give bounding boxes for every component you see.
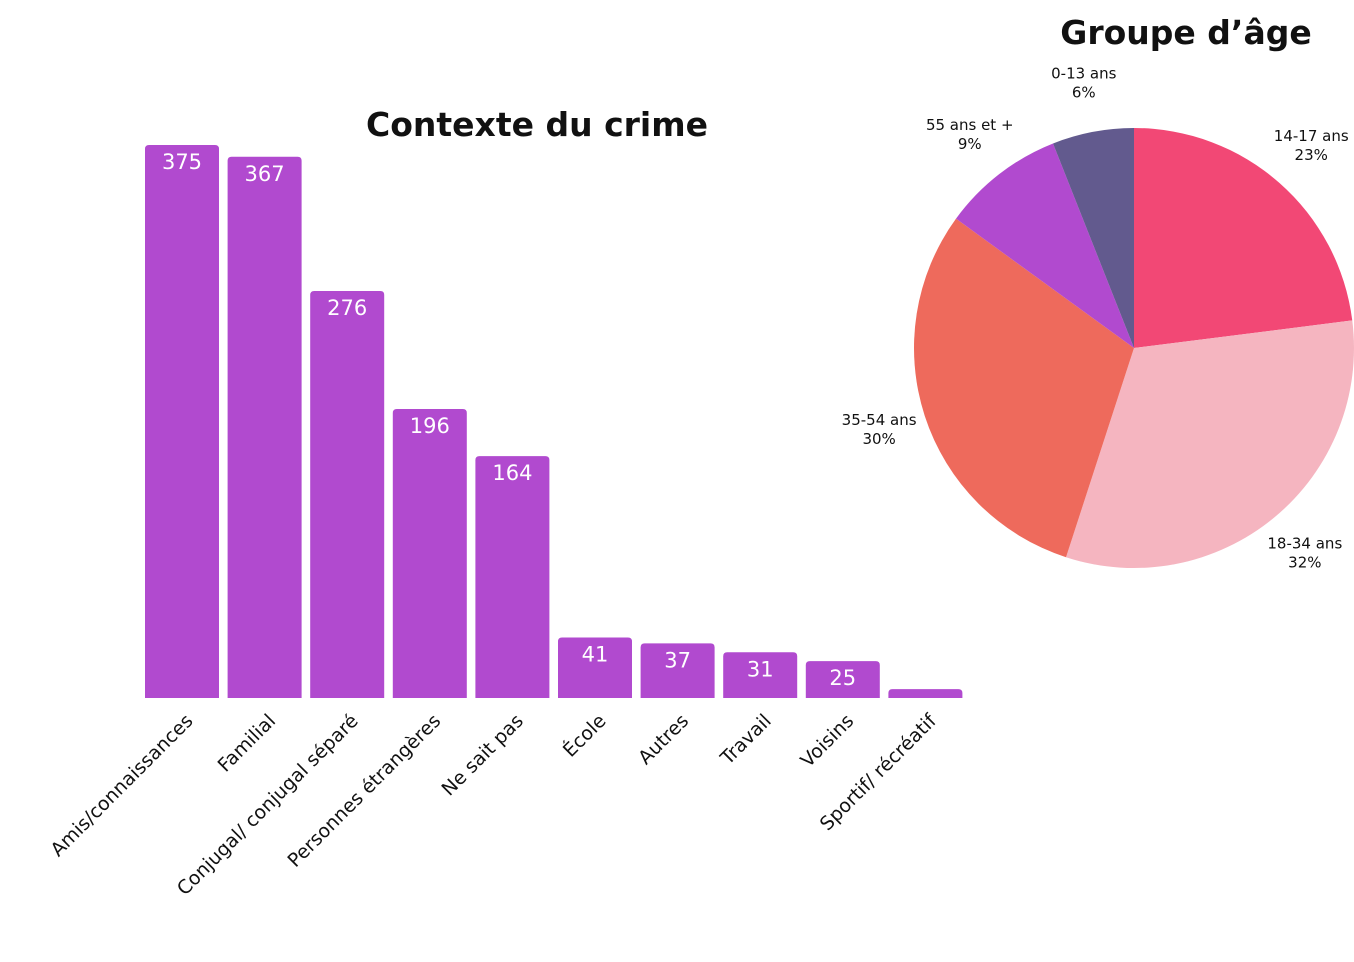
slice-value: 23% <box>1295 146 1328 164</box>
x-tick-label: Personnes étrangères <box>283 710 445 872</box>
x-tick-label: École <box>558 709 610 761</box>
slice-value: 9% <box>958 135 982 153</box>
bar <box>640 643 715 698</box>
value-label: 31 <box>747 657 774 681</box>
bar <box>805 661 880 698</box>
value-label: 41 <box>582 643 609 667</box>
value-label: 164 <box>492 461 532 485</box>
bar <box>475 456 550 698</box>
slice-value: 32% <box>1288 553 1321 571</box>
pie-slice <box>956 143 1134 348</box>
x-tick-label: Amis/connaissances <box>46 710 197 861</box>
bar-title: Contexte du crime <box>366 105 708 144</box>
x-tick-label: Familial <box>214 710 281 777</box>
slice-label: 18-34 ans <box>1267 534 1342 552</box>
value-label: 276 <box>327 296 367 320</box>
pie-slice <box>914 218 1134 558</box>
slice-label: 14-17 ans <box>1274 127 1349 145</box>
pie-title: Groupe d’âge <box>1060 13 1311 52</box>
pie-slice <box>1066 320 1354 568</box>
slice-label: 0-13 ans <box>1051 65 1117 83</box>
bar <box>888 689 963 698</box>
pie-slice <box>1053 128 1134 348</box>
slice-label: 55 ans et + <box>926 116 1014 134</box>
bar <box>558 637 632 698</box>
bar <box>310 290 385 698</box>
bar <box>145 145 219 698</box>
value-label: 37 <box>664 648 691 672</box>
slice-value: 30% <box>862 430 895 448</box>
bar <box>723 652 798 698</box>
slice-value: 6% <box>1072 84 1096 102</box>
value-label: 196 <box>410 414 450 438</box>
x-tick-label: Travail <box>716 710 776 770</box>
bar <box>227 156 302 698</box>
x-tick-label: Ne sait pas <box>438 710 528 800</box>
pie-slice <box>1134 128 1353 348</box>
x-tick-label: Autres <box>634 710 693 769</box>
value-label: 367 <box>245 162 285 186</box>
value-label: 375 <box>162 150 202 174</box>
value-label: 25 <box>829 666 856 690</box>
x-tick-label: Voisins <box>796 710 858 772</box>
slice-label: 35-54 ans <box>842 411 917 429</box>
bar <box>392 408 467 698</box>
